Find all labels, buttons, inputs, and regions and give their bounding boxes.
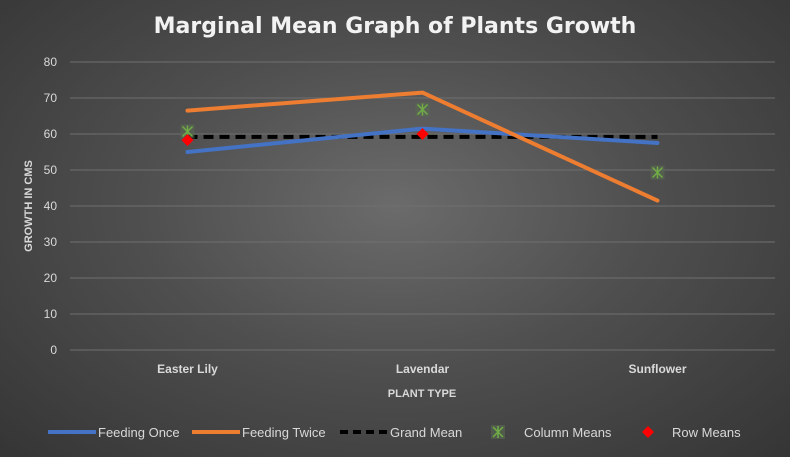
x-axis-label: PLANT TYPE xyxy=(388,388,456,400)
legend-label: Column Means xyxy=(524,425,612,440)
y-tick-label: 10 xyxy=(44,307,58,321)
x-axis-categories: Easter Lily Lavendar Sunflower xyxy=(157,362,687,376)
x-tick-label: Sunflower xyxy=(628,362,686,376)
legend: Feeding Once Feeding Twice Grand Mean Colum… xyxy=(48,425,741,440)
legend-label: Row Means xyxy=(672,425,741,440)
y-tick-label: 80 xyxy=(44,55,58,69)
legend-label: Feeding Twice xyxy=(242,425,326,440)
legend-entry: Feeding Twice xyxy=(192,425,326,440)
legend-entry: Feeding Once xyxy=(48,425,180,440)
x-tick-label: Lavendar xyxy=(396,362,450,376)
y-tick-label: 70 xyxy=(44,91,58,105)
row-mean-point xyxy=(181,134,194,147)
y-axis-ticks: 0 10 20 30 40 50 60 70 80 xyxy=(44,55,58,357)
column-mean-point xyxy=(415,102,430,117)
y-axis-label: GROWTH IN CMS xyxy=(23,160,35,252)
y-tick-label: 60 xyxy=(44,127,58,141)
x-tick-label: Easter Lily xyxy=(157,362,218,376)
y-tick-label: 40 xyxy=(44,199,58,213)
legend-label: Feeding Once xyxy=(98,425,180,440)
legend-label: Grand Mean xyxy=(390,425,462,440)
column-mean-point xyxy=(491,425,505,439)
legend-entry: Column Means xyxy=(491,425,612,440)
chart-title: Marginal Mean Graph of Plants Growth xyxy=(154,14,637,39)
row-mean-point xyxy=(642,426,654,438)
series xyxy=(180,90,665,203)
y-tick-label: 0 xyxy=(50,343,57,357)
y-tick-label: 30 xyxy=(44,235,58,249)
y-tick-label: 50 xyxy=(44,163,58,177)
legend-entry: Row Means xyxy=(642,425,741,440)
column-mean-point xyxy=(180,124,195,139)
series-line xyxy=(185,90,660,203)
y-tick-label: 20 xyxy=(44,271,58,285)
legend-entry: Grand Mean xyxy=(340,425,462,440)
column-mean-point xyxy=(650,165,665,180)
row-mean-point xyxy=(416,128,429,140)
